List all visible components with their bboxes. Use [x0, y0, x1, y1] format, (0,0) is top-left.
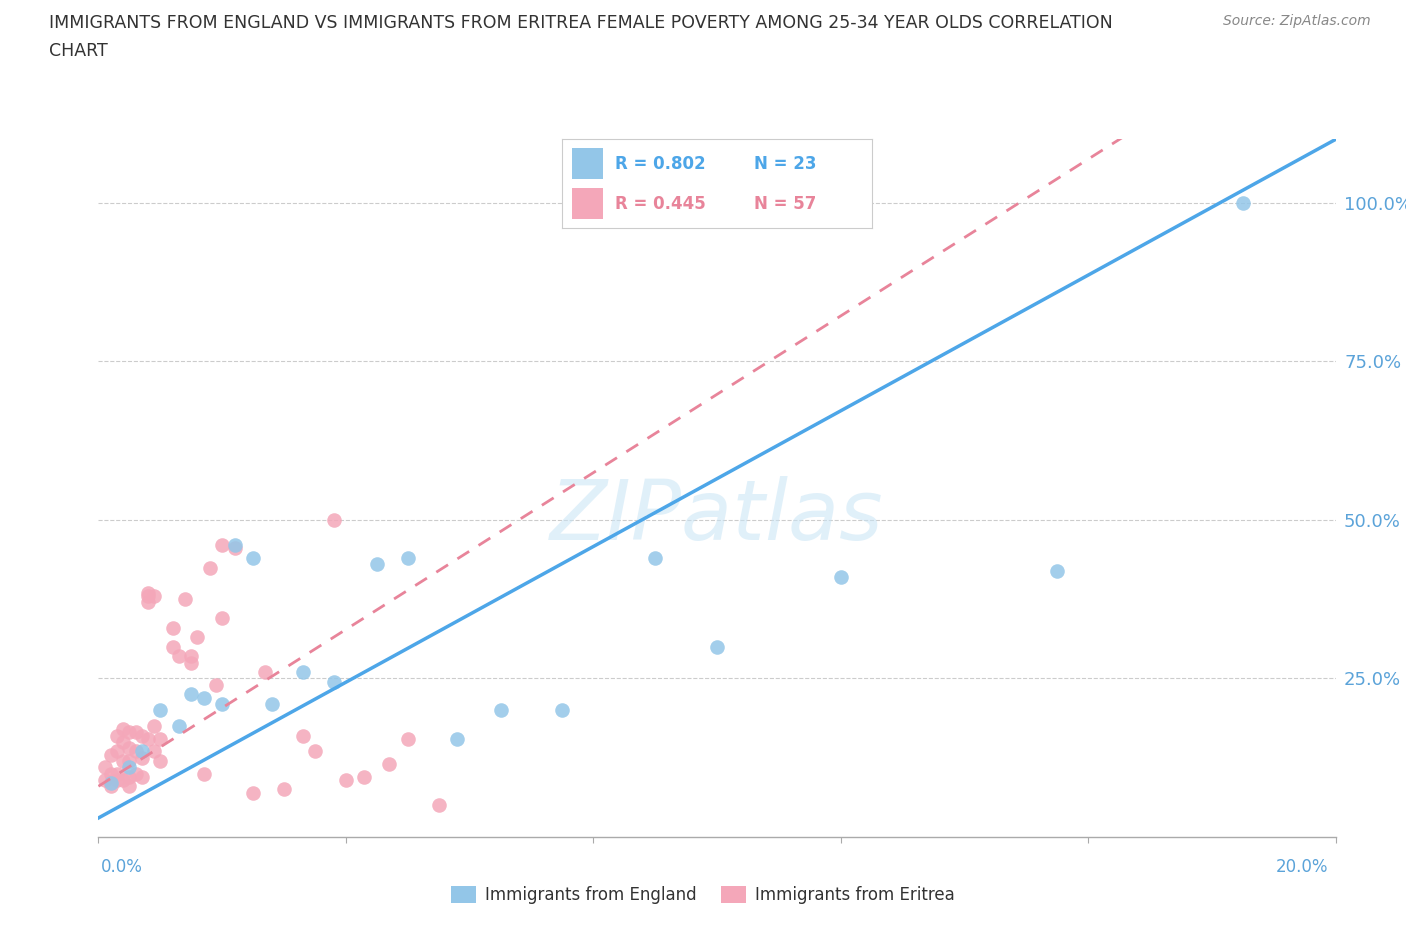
Point [260, 697, 283, 711]
Point [644, 551, 666, 565]
Point [242, 785, 264, 800]
Point [118, 741, 141, 756]
Point [118, 725, 141, 740]
Point [149, 703, 172, 718]
Point [551, 703, 574, 718]
Point [378, 757, 401, 772]
Point [186, 630, 208, 644]
Text: Source: ZipAtlas.com: Source: ZipAtlas.com [1223, 14, 1371, 28]
Point [162, 639, 184, 654]
Point [489, 703, 512, 718]
Point [118, 760, 141, 775]
Point [143, 719, 166, 734]
Point [830, 569, 852, 584]
Point [149, 731, 172, 746]
Point [291, 665, 314, 680]
Point [100, 747, 122, 762]
Point [105, 766, 128, 781]
Point [93, 773, 115, 788]
Point [167, 719, 190, 734]
Point [93, 760, 115, 775]
Point [322, 674, 344, 689]
Point [205, 677, 228, 692]
Point [211, 611, 233, 626]
Point [136, 731, 159, 746]
Text: IMMIGRANTS FROM ENGLAND VS IMMIGRANTS FROM ERITREA FEMALE POVERTY AMONG 25-34 YE: IMMIGRANTS FROM ENGLAND VS IMMIGRANTS FR… [49, 14, 1114, 32]
Point [112, 735, 135, 750]
Point [198, 560, 221, 575]
Point [124, 766, 146, 781]
Point [105, 773, 128, 788]
Point [242, 551, 264, 565]
Point [396, 551, 419, 565]
Point [105, 744, 128, 759]
Point [174, 591, 197, 606]
Point [291, 728, 314, 743]
Text: N = 57: N = 57 [754, 194, 817, 213]
Bar [572, 188, 603, 219]
Point [112, 753, 135, 768]
Point [167, 649, 190, 664]
Point [136, 589, 159, 604]
Point [224, 538, 246, 552]
Point [131, 728, 153, 743]
Bar [572, 149, 603, 179]
Point [131, 751, 153, 765]
Point [100, 766, 122, 781]
Text: CHART: CHART [49, 42, 108, 60]
Point [193, 690, 215, 705]
Text: 0.0%: 0.0% [101, 857, 143, 876]
Point [427, 798, 450, 813]
Point [143, 744, 166, 759]
Point [118, 753, 141, 768]
Point [180, 649, 202, 664]
Text: R = 0.445: R = 0.445 [614, 194, 706, 213]
Point [118, 778, 141, 793]
Point [1232, 195, 1254, 210]
Point [224, 541, 246, 556]
Point [396, 731, 419, 746]
Point [180, 687, 202, 702]
Point [143, 589, 166, 604]
Point [100, 778, 122, 793]
Point [273, 782, 295, 797]
Point [193, 766, 215, 781]
Point [112, 722, 135, 737]
Point [1046, 564, 1069, 578]
Point [136, 595, 159, 610]
Text: R = 0.802: R = 0.802 [614, 154, 706, 173]
Point [131, 744, 153, 759]
Point [353, 769, 375, 784]
Point [322, 512, 344, 527]
Point [446, 731, 468, 746]
Point [211, 697, 233, 711]
Point [118, 769, 141, 784]
Point [335, 773, 357, 788]
Legend: Immigrants from England, Immigrants from Eritrea: Immigrants from England, Immigrants from… [444, 879, 962, 910]
Point [366, 557, 388, 572]
Point [112, 773, 135, 788]
Point [254, 665, 277, 680]
Point [706, 639, 728, 654]
Point [149, 753, 172, 768]
Point [131, 769, 153, 784]
Text: 20.0%: 20.0% [1277, 857, 1329, 876]
Point [124, 744, 146, 759]
Point [162, 620, 184, 635]
Point [180, 656, 202, 671]
Text: ZIPatlas: ZIPatlas [550, 475, 884, 557]
Point [136, 586, 159, 601]
Point [105, 728, 128, 743]
Point [304, 744, 326, 759]
Point [100, 776, 122, 790]
Text: N = 23: N = 23 [754, 154, 817, 173]
Point [211, 538, 233, 552]
Point [124, 725, 146, 740]
